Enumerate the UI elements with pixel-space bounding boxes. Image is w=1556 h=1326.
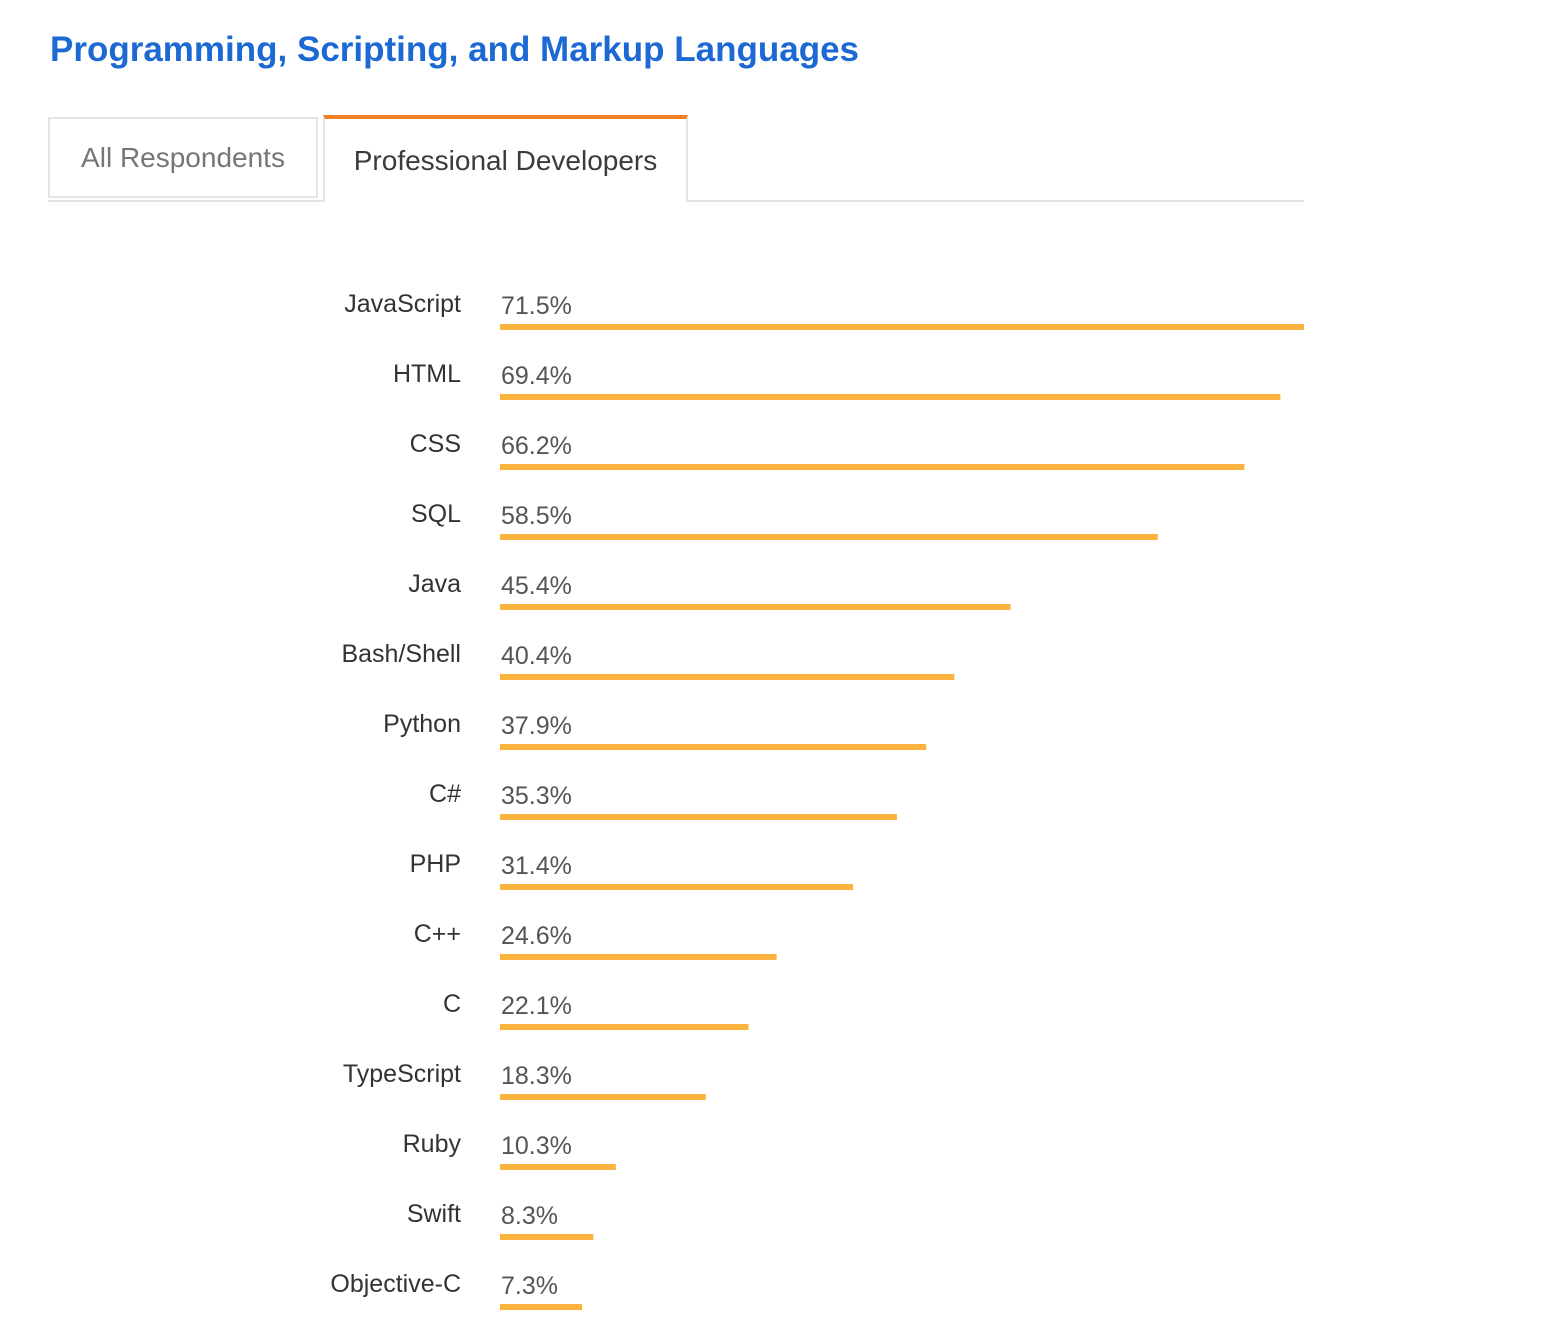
tab-bar: All Respondents Professional Developers [48,115,1304,202]
bar-row: SQL 58.5% [411,500,1158,540]
value-label: 71.5% [501,292,572,320]
value-label: 40.4% [501,642,572,670]
value-label: 18.3% [501,1062,572,1090]
value-label: 24.6% [501,922,572,950]
category-label: C# [429,780,461,808]
bar [500,1304,583,1310]
value-label: 66.2% [501,432,572,460]
bar [500,464,1245,470]
bar [500,1234,594,1240]
category-label: Bash/Shell [341,640,461,668]
tab-professional-developers[interactable]: Professional Developers [323,115,688,202]
bar [500,674,955,680]
value-label: 8.3% [501,1202,558,1230]
bar [500,324,1304,330]
bar-row: C# 35.3% [429,780,897,820]
category-label: Python [383,710,461,738]
category-label: Java [408,570,461,598]
bar-row: Objective-C 7.3% [330,1270,583,1310]
value-label: 22.1% [501,992,572,1020]
bar [500,954,777,960]
bar [500,1024,749,1030]
bar-row: C 22.1% [443,990,749,1030]
bar [500,1164,616,1170]
bar [500,394,1281,400]
value-label: 58.5% [501,502,572,530]
value-label: 37.9% [501,712,572,740]
bar [500,1094,706,1100]
bar-row: PHP 31.4% [410,850,854,890]
category-label: Objective-C [330,1270,461,1298]
bar-row: Ruby 10.3% [403,1130,616,1170]
category-label: HTML [393,360,461,388]
bar-row: Swift 8.3% [407,1200,594,1240]
tab-all-respondents[interactable]: All Respondents [48,117,318,198]
page-title: Programming, Scripting, and Markup Langu… [50,30,859,69]
bar-row: HTML 69.4% [393,360,1281,400]
bar [500,534,1158,540]
bar-row: Python 37.9% [383,710,927,750]
bar [500,744,927,750]
category-label: PHP [410,850,461,878]
bar-row: CSS 66.2% [410,430,1245,470]
bar-row: Bash/Shell 40.4% [341,640,955,680]
bar [500,884,854,890]
bar-row: C++ 24.6% [414,920,777,960]
bar-row: Java 45.4% [408,570,1011,610]
category-label: CSS [410,430,461,458]
bar [500,604,1011,610]
value-label: 69.4% [501,362,572,390]
value-label: 10.3% [501,1132,572,1160]
category-label: Ruby [403,1130,462,1158]
category-label: JavaScript [344,290,461,318]
category-label: TypeScript [343,1060,461,1088]
category-label: Swift [407,1200,461,1228]
value-label: 31.4% [501,852,572,880]
bar-row: TypeScript 18.3% [343,1060,706,1100]
value-label: 7.3% [501,1272,558,1300]
category-label: C++ [414,920,461,948]
bar [500,814,897,820]
category-label: C [443,990,461,1018]
category-label: SQL [411,500,461,528]
bar-row: JavaScript 71.5% [344,290,1304,330]
value-label: 35.3% [501,782,572,810]
value-label: 45.4% [501,572,572,600]
